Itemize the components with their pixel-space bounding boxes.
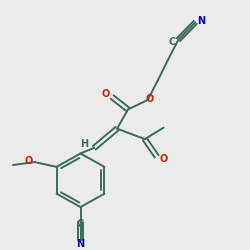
Text: C: C (77, 219, 84, 229)
Text: O: O (25, 156, 33, 166)
Text: O: O (146, 94, 154, 104)
Text: O: O (160, 154, 168, 164)
Text: O: O (101, 89, 109, 99)
Text: N: N (76, 239, 84, 249)
Text: N: N (197, 16, 205, 26)
Text: H: H (80, 139, 88, 149)
Text: C: C (169, 36, 176, 46)
